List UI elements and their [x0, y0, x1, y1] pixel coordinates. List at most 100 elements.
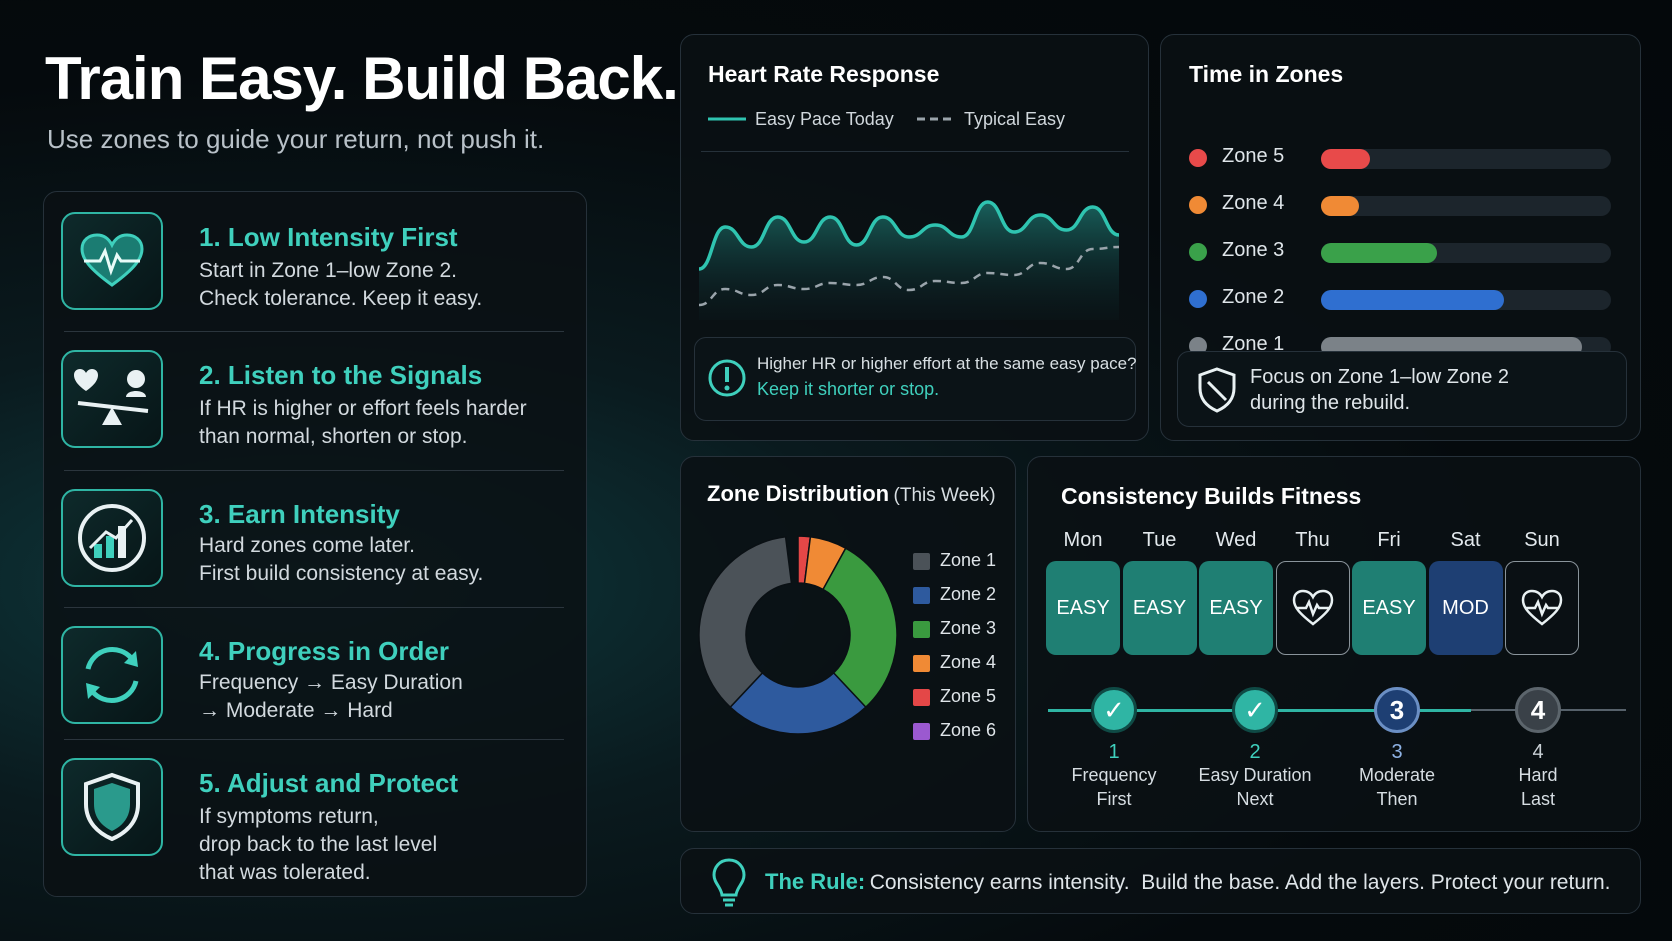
progression-label: Moderate Then [1337, 763, 1457, 811]
progression-line: Then [1376, 789, 1418, 809]
focus-text: Focus on Zone 1–low Zone 2 during the re… [1250, 364, 1509, 416]
day-label: Tue [1142, 529, 1177, 551]
progression-line: First [1096, 789, 1132, 809]
legend-label: Zone 3 [940, 618, 997, 638]
progression-number: 2 [1249, 741, 1261, 763]
step-title: 4. Progress in Order [199, 636, 449, 666]
legend-label: Zone 5 [940, 686, 997, 706]
progression-line: Last [1520, 789, 1556, 809]
balance-scale-icon [61, 350, 163, 448]
divider [64, 470, 564, 471]
series-typical-line [699, 245, 1120, 307]
step-title: 3. Earn Intensity [199, 499, 400, 529]
cycle-arrows-icon [61, 626, 163, 724]
donut-slice-zone-2 [729, 671, 867, 735]
step-title: 1. Low Intensity First [199, 222, 458, 252]
checkmark-icon: ✓ [1091, 687, 1137, 733]
heart-rate-chart [699, 200, 1120, 320]
distribution-title: Zone Distribution [707, 481, 890, 506]
legend-label: Zone 2 [940, 584, 997, 604]
zone-color-dot [1189, 149, 1207, 167]
legend-swatch [913, 621, 930, 638]
page-subtitle: Use zones to guide your return, not push… [47, 124, 545, 154]
legend-swatch [913, 689, 930, 706]
note-emphasis: Keep it shorter or stop. [757, 379, 940, 399]
zone-bar-track [1321, 290, 1611, 310]
day-label: Sat [1450, 529, 1481, 551]
zone-color-dot [1189, 243, 1207, 261]
step-title: 2. Listen to the Signals [199, 360, 483, 390]
zone-donut-chart [698, 535, 898, 735]
legend-swatch [913, 655, 930, 672]
heart-pulse-icon [1291, 588, 1335, 628]
divider [701, 151, 1129, 152]
shield-icon [1198, 367, 1236, 413]
legend-dashed-line-icon [917, 117, 955, 121]
step-line: If symptoms return, [199, 805, 379, 828]
step-line: Check tolerance. Keep it easy. [199, 287, 483, 310]
zone-row: Zone 5 [1189, 143, 1629, 173]
note-text: Higher HR or higher effort at the same e… [757, 354, 1137, 373]
progression-number: 1 [1108, 741, 1120, 763]
step-line: that was tolerated. [199, 861, 371, 884]
step-text: If symptoms return, drop back to the las… [199, 803, 437, 887]
progression-line: Frequency [1071, 765, 1157, 785]
step-text: Hard zones come later. First build consi… [199, 532, 483, 588]
divider [64, 607, 564, 608]
legend-swatch [913, 553, 930, 570]
zone-bar-track [1321, 149, 1611, 169]
step-text: Frequency → Easy Duration → Moderate → H… [199, 669, 463, 725]
chart-progress-icon [61, 489, 163, 587]
legend-label: Zone 1 [940, 550, 997, 570]
zone-color-dot [1189, 196, 1207, 214]
progression-line: Moderate [1358, 765, 1436, 785]
series-today-line [699, 200, 1120, 271]
step-line: Start in Zone 1–low Zone 2. [199, 259, 457, 282]
rule-text-wrap: The Rule: Consistency earns intensity. B… [765, 869, 1611, 895]
page-title: Train Easy. Build Back. [45, 45, 679, 112]
progress-line-done [1191, 709, 1471, 712]
day-label: Sun [1524, 529, 1560, 551]
zone-bar-fill [1321, 243, 1437, 263]
progression-node-current: 3 [1374, 687, 1420, 733]
rest-day-box [1505, 561, 1579, 655]
zone-bar-fill [1321, 149, 1371, 169]
legend-solid-line-icon [708, 117, 746, 121]
day-label: Wed [1215, 529, 1257, 551]
lightbulb-icon [712, 858, 746, 907]
step-line: Frequency → Easy Duration [199, 671, 463, 694]
divider [64, 739, 564, 740]
zone-distribution-panel: Zone Distribution (This Week) Zone 1 Zone… [680, 456, 1016, 832]
step-line: Hard zones come later. [199, 534, 415, 557]
today-area [699, 202, 1119, 320]
zone-label: Zone 5 [1222, 145, 1285, 167]
rule-text: Consistency earns intensity. Build the b… [869, 871, 1611, 894]
steps-panel: 1. Low Intensity First Start in Zone 1–l… [43, 191, 587, 897]
legend-label: Zone 4 [940, 652, 997, 672]
rule-bar: The Rule: Consistency earns intensity. B… [680, 848, 1641, 914]
progression-label: Easy Duration Next [1195, 763, 1315, 811]
focus-line: during the rebuild. [1250, 392, 1411, 414]
zone-label: Zone 4 [1222, 192, 1285, 214]
legend-label: Zone 6 [940, 720, 997, 740]
distribution-subtitle: (This Week) [893, 485, 996, 506]
heart-pulse-icon [1520, 588, 1564, 628]
day-intensity-box: EASY [1199, 561, 1273, 655]
day-intensity-box: EASY [1046, 561, 1120, 655]
consistency-title: Consistency Builds Fitness [1061, 483, 1362, 509]
zone-row: Zone 4 [1189, 190, 1629, 220]
heart-rate-note: Higher HR or higher effort at the same e… [694, 337, 1137, 421]
step-text: Start in Zone 1–low Zone 2. Check tolera… [199, 257, 482, 313]
zone-label: Zone 1 [1222, 333, 1285, 355]
legend-today: Easy Pace Today [755, 109, 894, 129]
step-line: than normal, shorten or stop. [199, 425, 468, 448]
day-intensity-box: EASY [1352, 561, 1426, 655]
progression-label: Frequency First [1054, 763, 1174, 811]
progression-line: Easy Duration [1198, 765, 1312, 785]
step-line: First build consistency at easy. [199, 562, 484, 585]
zone-bar-fill [1321, 196, 1359, 216]
rest-day-box [1275, 561, 1350, 655]
rule-label: The Rule: [765, 869, 866, 894]
step-text: If HR is higher or effort feels harder t… [199, 395, 527, 451]
progression-line: Next [1236, 789, 1274, 809]
